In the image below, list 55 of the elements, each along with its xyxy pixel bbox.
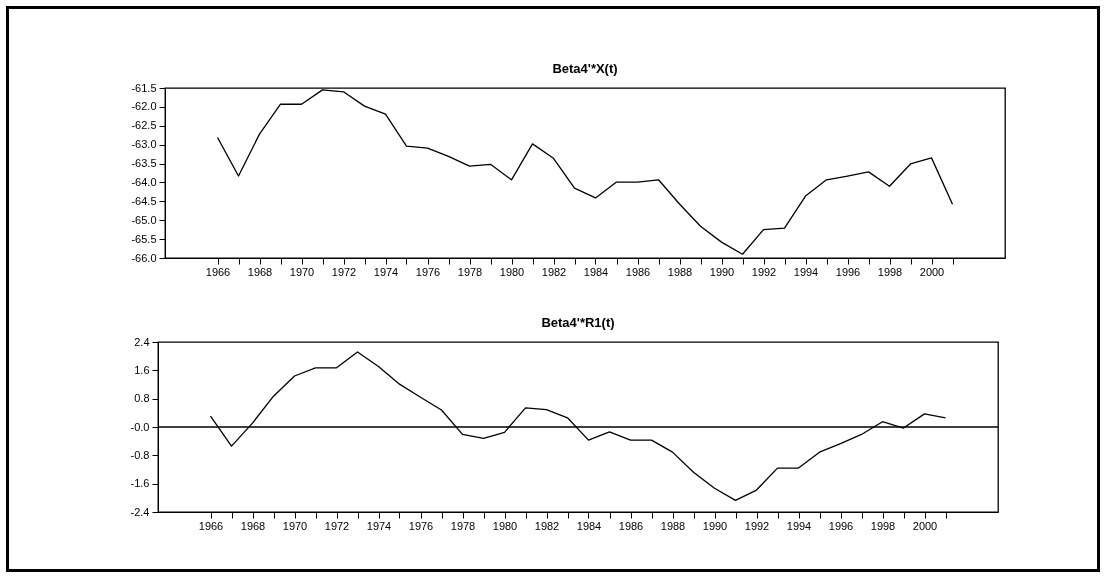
- x-tick-label: 1990: [702, 519, 728, 532]
- x-tick-label: 1972: [331, 265, 357, 278]
- x-tick-label: 1988: [660, 519, 686, 532]
- y-tick-label: -63.0: [131, 138, 157, 151]
- x-tick-label: 1994: [793, 265, 819, 278]
- x-tick-label: 1986: [625, 265, 651, 278]
- x-tick-label: 1996: [835, 265, 861, 278]
- x-tick-label: 1978: [457, 265, 483, 278]
- y-tick-label: -0.8: [130, 448, 150, 461]
- y-tick-label: -63.5: [131, 157, 157, 170]
- y-tick-label: 1.6: [134, 363, 150, 376]
- y-tick-label: -64.0: [131, 175, 157, 188]
- x-tick-label: 1968: [240, 519, 266, 532]
- x-tick-label: 2000: [912, 519, 938, 532]
- y-tick-label: -62.0: [131, 100, 157, 113]
- x-tick-label: 1994: [786, 519, 812, 532]
- y-tick-label: -61.5: [131, 81, 157, 94]
- x-tick-label: 1970: [289, 265, 315, 278]
- y-tick-label: -65.0: [131, 213, 157, 226]
- x-tick-label: 1992: [744, 519, 770, 532]
- x-tick-label: 1984: [576, 519, 602, 532]
- x-tick-label: 1974: [366, 519, 392, 532]
- x-tick-label: 1998: [877, 265, 903, 278]
- x-tick-label: 1968: [247, 265, 273, 278]
- x-tick-label: 1984: [583, 265, 609, 278]
- y-tick-label: -62.5: [131, 119, 157, 132]
- x-tick-label: 1996: [828, 519, 854, 532]
- x-tick-label: 1972: [324, 519, 350, 532]
- y-tick-label: -2.4: [130, 505, 150, 518]
- x-tick-label: 1966: [198, 519, 224, 532]
- x-tick-label: 1988: [667, 265, 693, 278]
- y-tick-label: -1.6: [130, 477, 150, 490]
- chart-title: Beta4'*X(t): [552, 61, 618, 76]
- y-tick-label: 2.4: [134, 335, 150, 348]
- x-tick-label: 1966: [205, 265, 231, 278]
- y-tick-label: -64.5: [131, 194, 157, 207]
- x-tick-label: 1978: [450, 519, 476, 532]
- x-tick-label: 1976: [408, 519, 434, 532]
- x-tick-label: 1998: [870, 519, 896, 532]
- y-tick-label: -66.0: [131, 251, 157, 264]
- y-tick-label: -0.0: [130, 420, 150, 433]
- x-tick-label: 1986: [618, 519, 644, 532]
- x-tick-label: 2000: [919, 265, 945, 278]
- y-tick-label: 0.8: [134, 392, 150, 405]
- x-tick-label: 1982: [534, 519, 560, 532]
- x-tick-label: 1980: [492, 519, 518, 532]
- x-tick-label: 1980: [499, 265, 525, 278]
- x-tick-label: 1974: [373, 265, 399, 278]
- x-tick-label: 1976: [415, 265, 441, 278]
- chart-title: Beta4'*R1(t): [541, 315, 615, 330]
- x-tick-label: 1982: [541, 265, 567, 278]
- x-tick-label: 1992: [751, 265, 777, 278]
- x-tick-label: 1990: [709, 265, 735, 278]
- y-tick-label: -65.5: [131, 232, 157, 245]
- x-tick-label: 1970: [282, 519, 308, 532]
